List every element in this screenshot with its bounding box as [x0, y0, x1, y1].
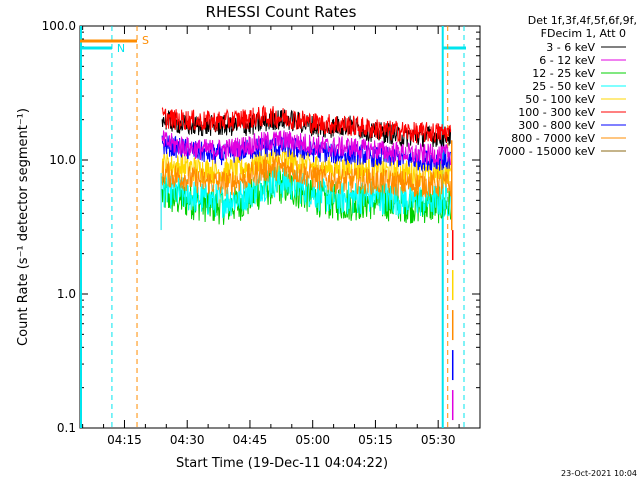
- legend-label: 25 - 50 keV: [532, 80, 595, 93]
- legend-label: 7000 - 15000 keV: [497, 145, 595, 158]
- series-line-6to12keV: [161, 130, 452, 166]
- legend-label: 800 - 7000 keV: [511, 132, 595, 145]
- y-tick-label: 0.1: [57, 421, 76, 435]
- x-tick-label: 05:00: [295, 433, 330, 447]
- saa-label: S: [142, 34, 149, 47]
- legend-label: 6 - 12 keV: [539, 54, 595, 67]
- x-tick-label: 05:30: [421, 433, 456, 447]
- series-line-800to7000keV: [161, 155, 452, 198]
- y-tick-label: 100.0: [42, 19, 76, 33]
- legend-label: 50 - 100 keV: [525, 93, 595, 106]
- legend-label: 300 - 800 keV: [518, 119, 595, 132]
- legend-header-line-1: Det 1f,3f,4f,5f,6f,9f,: [528, 14, 637, 27]
- plot-area: 0.1 1.0 10.0 100.0 04:15 04:30 04:45 05:00 05:15…: [42, 19, 481, 447]
- series-line-50to100keV: [161, 147, 452, 187]
- x-axis-label: Start Time (19-Dec-11 04:04:22): [176, 456, 388, 471]
- x-tick-label: 04:30: [170, 433, 205, 447]
- x-tick-label: 05:15: [358, 433, 393, 447]
- y-tick-label: 10.0: [49, 153, 76, 167]
- x-tick-label: 04:45: [233, 433, 268, 447]
- timestamp: 23-Oct-2021 10:04: [561, 469, 637, 478]
- night-label: N: [117, 42, 125, 55]
- series-line-300to800keV: [161, 135, 452, 173]
- y-tick-label: 1.0: [57, 287, 76, 301]
- x-tick-label: 04:15: [107, 433, 142, 447]
- y-axis-label: Count Rate (s⁻¹ detector segment⁻¹): [16, 108, 31, 346]
- series-line-25to50keV: [161, 165, 452, 219]
- legend-label: 100 - 300 keV: [518, 106, 595, 119]
- chart-title: RHESSI Count Rates: [206, 3, 357, 21]
- legend: Det 1f,3f,4f,5f,6f,9f, FDecim 1, Att 0 3…: [497, 14, 637, 158]
- series-line-100to300keV: [161, 104, 452, 144]
- legend-header-line-2: FDecim 1, Att 0: [541, 27, 626, 40]
- legend-label: 3 - 6 keV: [546, 41, 595, 54]
- legend-label: 12 - 25 keV: [532, 67, 595, 80]
